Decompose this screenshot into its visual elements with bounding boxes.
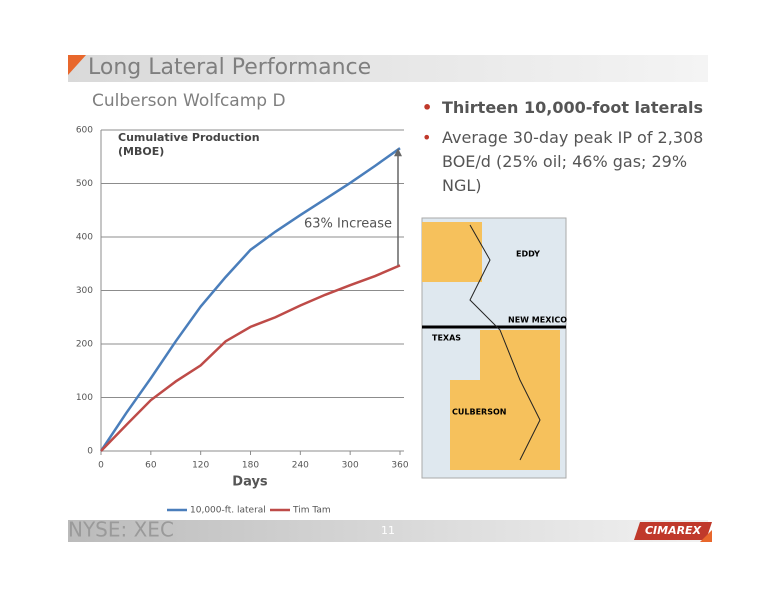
x-tick-label: 240 — [292, 461, 309, 471]
chart: Days 63% Increase 0 100 200 300 400 500 600 0 60… — [76, 126, 409, 516]
header-bar — [68, 55, 708, 82]
arrow-head — [394, 148, 402, 157]
map-label: EDDY — [516, 250, 540, 259]
header-triangle — [68, 55, 86, 75]
footer-triangle — [700, 530, 712, 542]
x-tick-label: 0 — [98, 461, 104, 471]
y-tick-label: 0 — [87, 447, 93, 457]
map-label: CULBERSON — [452, 408, 506, 417]
slide-subtitle: Culberson Wolfcamp D — [92, 91, 286, 111]
y-tick-label: 400 — [76, 233, 93, 243]
y-axis-label: Cumulative Production (MBOE) — [118, 131, 260, 158]
map-label: NEW MEXICO — [508, 316, 567, 325]
map-area — [450, 380, 560, 470]
x-axis-label: Days — [232, 475, 268, 490]
annotation: 63% Increase — [304, 217, 392, 232]
page-number: 11 — [381, 524, 395, 537]
map-label: TEXAS — [432, 334, 461, 343]
logo: CIMAREX — [645, 524, 702, 537]
x-tick-label: 180 — [242, 461, 259, 471]
map-area — [422, 222, 482, 282]
map: EDDY NEW MEXICO TEXAS CULBERSON — [421, 217, 567, 479]
y-tick-label: 300 — [76, 286, 93, 296]
bullet: Thirteen 10,000-foot laterals — [418, 96, 718, 120]
slide-title: Long Lateral Performance — [88, 55, 371, 80]
legend-label: 10,000-ft. lateral — [190, 506, 266, 516]
x-tick-label: 300 — [342, 461, 359, 471]
logo-box — [634, 522, 712, 540]
series-line — [100, 264, 401, 452]
ticker: NYSE: XEC — [68, 518, 174, 542]
footer-bar — [68, 520, 708, 542]
y-tick-label: 600 — [76, 126, 93, 136]
pipeline — [469, 224, 541, 461]
bullets: Thirteen 10,000-foot laterals Average 30… — [418, 96, 718, 204]
x-tick-label: 120 — [192, 461, 209, 471]
series-line — [99, 147, 401, 452]
x-tick-label: 360 — [391, 461, 408, 471]
y-tick-label: 100 — [76, 393, 93, 403]
y-tick-label: 500 — [76, 179, 93, 189]
x-tick-label: 60 — [145, 461, 157, 471]
legend-label: Tim Tam — [292, 506, 331, 516]
y-tick-label: 200 — [76, 340, 93, 350]
bullet: Average 30-day peak IP of 2,308 BOE/d (2… — [418, 126, 718, 198]
